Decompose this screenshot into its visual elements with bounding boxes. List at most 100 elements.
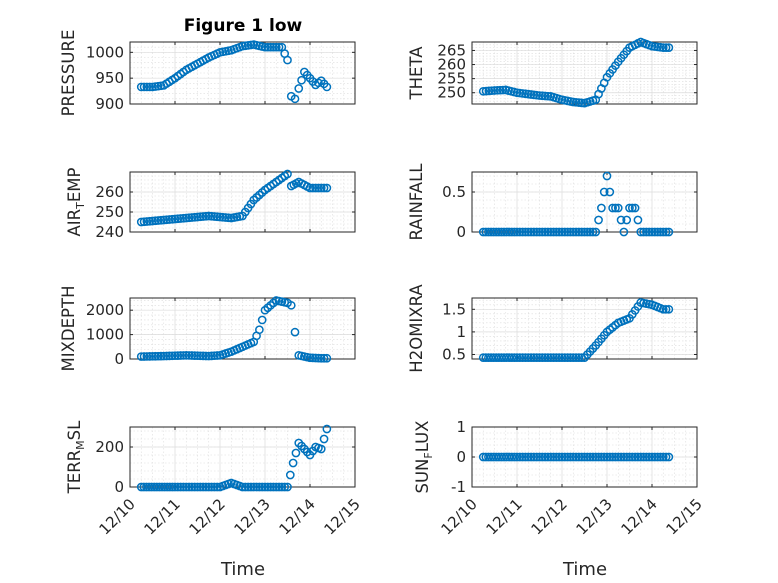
data-point xyxy=(512,353,522,362)
data-point xyxy=(510,353,519,362)
data-point xyxy=(616,452,626,462)
data-point xyxy=(546,353,556,362)
data-point xyxy=(271,42,281,52)
axes-frame xyxy=(129,297,356,360)
data-point xyxy=(515,353,525,362)
data-point xyxy=(495,85,505,95)
data-point xyxy=(274,42,284,52)
x-axis-label-left: Time xyxy=(220,559,265,580)
data-point xyxy=(286,300,296,310)
data-point xyxy=(162,351,171,361)
data-point xyxy=(560,452,570,462)
data-point xyxy=(319,353,329,363)
data-point xyxy=(283,55,292,65)
data-point xyxy=(602,452,612,462)
y-tick-label: 950 xyxy=(95,69,124,87)
data-point xyxy=(588,452,598,462)
data-point xyxy=(591,452,601,462)
data-point xyxy=(316,444,326,454)
data-point xyxy=(588,227,598,237)
x-tick-label: 12/14 xyxy=(276,495,319,538)
data-point xyxy=(518,227,527,237)
data-point xyxy=(543,353,553,362)
data-point xyxy=(198,212,208,221)
data-point xyxy=(201,211,211,221)
data-point xyxy=(630,452,640,462)
data-point xyxy=(195,482,205,492)
data-point xyxy=(481,86,491,96)
series-markers xyxy=(478,298,674,362)
data-point xyxy=(139,217,149,227)
data-point xyxy=(546,227,556,237)
data-point xyxy=(546,452,556,462)
data-point xyxy=(529,452,539,462)
x-tick-label: 12/10 xyxy=(96,495,139,538)
data-point xyxy=(212,482,222,492)
data-point xyxy=(616,215,626,225)
data-point xyxy=(526,227,536,237)
data-point xyxy=(639,452,648,462)
data-point xyxy=(557,452,567,462)
data-point xyxy=(647,227,657,237)
data-point xyxy=(142,82,152,92)
data-point xyxy=(552,452,561,462)
data-point xyxy=(224,213,233,223)
data-point xyxy=(566,452,575,462)
data-point xyxy=(543,452,553,462)
data-point xyxy=(625,452,634,462)
data-point xyxy=(322,353,332,363)
series-markers xyxy=(136,40,332,104)
data-point xyxy=(574,452,584,462)
data-point xyxy=(510,452,519,462)
data-point xyxy=(664,452,674,462)
data-point xyxy=(658,227,668,237)
data-point xyxy=(260,482,270,492)
data-point xyxy=(540,91,550,101)
y-tick-label: 260 xyxy=(437,56,466,74)
data-point xyxy=(664,304,674,314)
data-point xyxy=(269,42,278,52)
data-point xyxy=(605,187,615,197)
data-point xyxy=(204,351,214,361)
data-point xyxy=(656,227,665,237)
data-point xyxy=(322,424,332,434)
data-point xyxy=(305,183,315,193)
data-point xyxy=(173,482,183,492)
data-point xyxy=(218,212,228,222)
data-point xyxy=(597,203,606,213)
data-point xyxy=(274,482,284,492)
data-point xyxy=(608,452,617,462)
data-point xyxy=(563,353,572,362)
data-point xyxy=(639,227,648,237)
data-point xyxy=(165,351,174,361)
data-point xyxy=(552,227,561,237)
data-point xyxy=(190,212,200,222)
data-point xyxy=(195,351,205,361)
data-point xyxy=(653,227,662,237)
y-tick-label: 0 xyxy=(456,448,466,466)
data-point xyxy=(560,227,570,237)
series-markers xyxy=(478,37,674,108)
x-tick-label: 12/12 xyxy=(186,495,229,538)
data-point xyxy=(207,482,216,492)
data-point xyxy=(521,353,530,362)
data-point xyxy=(521,227,530,237)
data-point xyxy=(184,351,194,360)
data-point xyxy=(521,452,530,462)
data-point xyxy=(549,452,558,462)
data-point xyxy=(563,227,572,237)
data-point xyxy=(314,353,323,363)
data-point xyxy=(207,211,216,221)
series-markers xyxy=(478,452,674,462)
data-point xyxy=(187,213,197,222)
data-point xyxy=(290,327,300,337)
x-tick-label: 12/15 xyxy=(321,495,364,538)
data-point xyxy=(263,482,273,492)
data-point xyxy=(316,353,326,363)
data-point xyxy=(549,227,558,237)
y-tick-label: 0 xyxy=(456,223,466,241)
y-axis-label: TERRMSL xyxy=(65,420,87,494)
data-point xyxy=(179,351,188,360)
data-point xyxy=(656,452,665,462)
